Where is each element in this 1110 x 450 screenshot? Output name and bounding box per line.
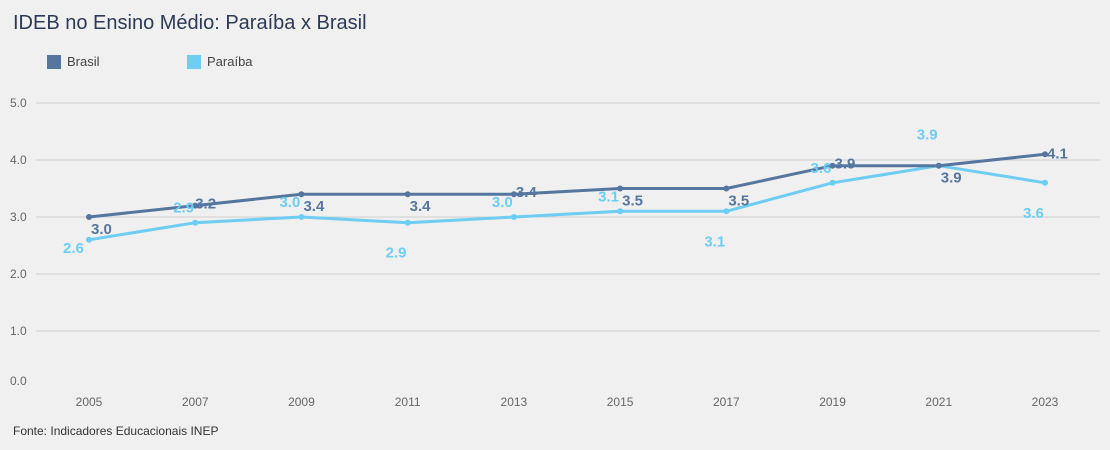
data-label-brasil: 3.9 [835,156,856,173]
data-label-paraiba: 2.9 [386,245,407,262]
data-point-paraiba[interactable] [1042,179,1048,186]
data-point-paraiba[interactable] [404,219,411,226]
series-line-brasil [88,152,1046,219]
series-points [86,151,1048,243]
x-tick-label: 2023 [1032,395,1059,409]
data-label-brasil: 3.0 [91,221,112,238]
gridlines [36,102,1100,332]
data-point-brasil[interactable] [829,162,836,169]
data-label-brasil: 3.4 [410,198,432,215]
data-label-paraiba: 3.1 [704,233,725,250]
x-tick-label: 2013 [501,395,528,409]
data-label-brasil: 3.4 [303,198,325,215]
y-axis-ticks: 0.0 1.0 2.0 3.0 4.0 5.0 [10,96,27,388]
source-note: Fonte: Indicadores Educacionais INEP [13,424,219,438]
x-tick-label: 2019 [819,395,846,409]
data-label-brasil: 3.5 [728,193,749,210]
legend-label-brasil: Brasil [67,54,100,69]
legend-item-paraiba[interactable]: Paraíba [187,54,327,69]
data-point-paraiba[interactable] [298,214,305,220]
data-label-paraiba: 2.6 [63,240,84,257]
data-label-paraiba: 3.0 [492,194,513,211]
data-point-paraiba[interactable] [617,208,624,215]
legend-swatch-brasil [47,54,61,69]
data-label-paraiba: 3.6 [811,160,832,177]
x-tick-label: 2015 [607,395,634,409]
data-point-brasil[interactable] [86,214,92,220]
y-tick-label: 1.0 [10,324,27,338]
series-lines [88,152,1046,242]
data-labels: 3.0 3.2 3.4 3.4 3.4 3.5 3.5 3.9 3.9 4.1 2.6 2.9 3.0 2… [63,127,1068,262]
data-point-brasil[interactable] [617,185,624,192]
data-label-brasil: 3.4 [516,184,538,201]
data-label-paraiba: 2.9 [173,200,194,217]
x-tick-label: 2005 [76,395,103,409]
data-point-brasil[interactable] [192,202,199,209]
data-point-paraiba[interactable] [829,179,836,186]
x-tick-label: 2009 [288,395,315,409]
legend-item-brasil[interactable]: Brasil [47,54,187,69]
data-point-paraiba[interactable] [192,219,199,226]
y-tick-label: 3.0 [10,210,27,224]
data-label-paraiba: 3.6 [1023,205,1044,222]
x-axis-ticks: 2005 2007 2009 2011 2013 2015 2017 2019 2021 2023 [76,395,1059,409]
data-point-brasil[interactable] [510,191,517,198]
x-tick-label: 2017 [713,395,740,409]
data-label-brasil: 4.1 [1047,145,1068,162]
y-tick-label: 4.0 [10,153,27,167]
data-point-brasil[interactable] [723,185,730,192]
data-label-brasil: 3.2 [195,196,216,213]
data-point-brasil[interactable] [935,162,942,169]
data-point-paraiba[interactable] [510,214,517,220]
chart-title: IDEB no Ensino Médio: Paraíba x Brasil [13,12,367,34]
series-line-paraiba [88,164,1046,242]
legend: Brasil Paraíba [47,54,327,69]
legend-label-paraiba: Paraíba [207,54,253,69]
data-point-brasil[interactable] [298,191,305,198]
y-tick-label: 5.0 [10,96,27,110]
data-label-paraiba: 3.9 [917,127,938,144]
x-tick-label: 2007 [182,395,209,409]
y-tick-label: 0.0 [10,374,27,388]
data-point-brasil[interactable] [1042,151,1048,158]
data-label-brasil: 3.5 [622,193,643,210]
legend-swatch-paraiba [187,54,201,69]
data-point-brasil[interactable] [404,191,411,198]
data-point-paraiba[interactable] [723,208,730,215]
x-tick-label: 2021 [925,395,952,409]
x-tick-label: 2011 [395,395,421,409]
data-point-paraiba[interactable] [86,236,92,243]
data-label-brasil: 3.9 [941,170,962,187]
y-tick-label: 2.0 [10,267,27,281]
data-label-paraiba: 3.1 [598,188,619,205]
data-label-paraiba: 3.0 [279,194,300,211]
